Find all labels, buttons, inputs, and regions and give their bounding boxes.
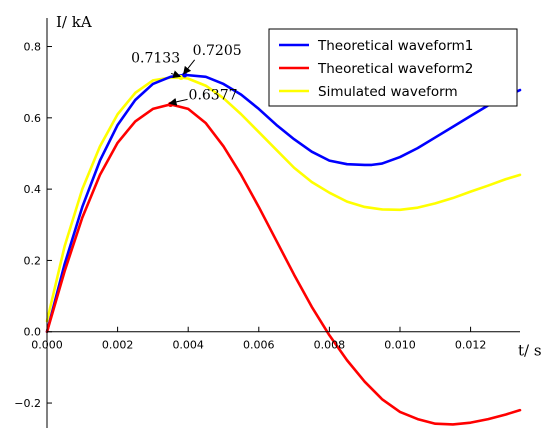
x-tick-label: 0.000 (31, 339, 63, 352)
legend-label: Theoretical waveform2 (317, 61, 473, 77)
x-tick-label: 0.012 (455, 339, 487, 352)
annotation-label: 0.7205 (193, 43, 242, 59)
x-tick-label: 0.004 (172, 339, 204, 352)
annotation-arrow (183, 59, 196, 75)
series-layer (45, 73, 522, 426)
series-line-theoretical-waveform2 (45, 103, 522, 426)
legend-label: Theoretical waveform1 (317, 38, 473, 54)
legend-label: Simulated waveform (318, 84, 458, 100)
annotation-layer: 0.7133 0.7205 0.6377 (131, 43, 242, 107)
x-tick-label: 0.010 (384, 339, 416, 352)
legend: Theoretical waveform1 Theoretical wavefor… (268, 28, 518, 107)
x-tick-label: 0.002 (102, 339, 134, 352)
y-axis-title: I/ kA (56, 13, 92, 31)
y-tick-label: 0.4 (24, 183, 42, 196)
y-tick-label: −0.2 (14, 397, 41, 410)
x-tick-label: 0.008 (314, 339, 346, 352)
annotation-arrow (170, 70, 182, 79)
series-line-theoretical-waveform1 (45, 73, 522, 334)
axes-layer: 0.000 0.002 0.004 0.006 0.008 0.010 0.012 −0.2 0… (14, 13, 542, 428)
y-tick-label: 0.0 (24, 326, 42, 339)
legend-box (268, 28, 518, 107)
annotation-label: 0.7133 (131, 50, 180, 66)
y-tick-label: 0.6 (24, 112, 42, 125)
x-tick-label: 0.006 (243, 339, 275, 352)
series-line-simulated-waveform (45, 76, 522, 323)
annotation-arrow (168, 97, 188, 106)
annotation-label: 0.6377 (189, 87, 238, 103)
x-axis-title: t/ s (518, 342, 542, 360)
y-tick-label: 0.8 (24, 41, 42, 54)
y-tick-label: 0.2 (24, 254, 42, 267)
